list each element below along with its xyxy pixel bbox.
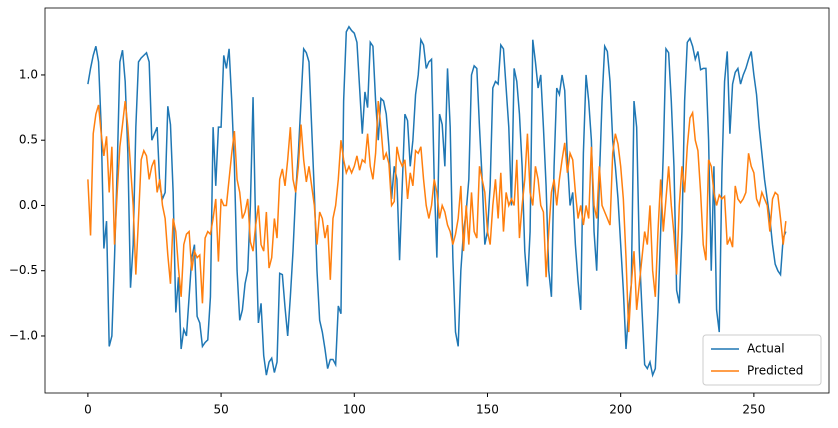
plot-frame bbox=[44, 7, 830, 394]
legend: Actual Predicted bbox=[702, 334, 822, 386]
y-tick-label: −1.0 bbox=[9, 328, 38, 342]
legend-label: Predicted bbox=[747, 364, 803, 378]
x-tick-label: 150 bbox=[476, 403, 499, 417]
y-tick-label: 0.0 bbox=[19, 198, 38, 212]
x-tick-label: 100 bbox=[343, 403, 366, 417]
x-tick-label: 200 bbox=[609, 403, 632, 417]
x-tick-label: 50 bbox=[213, 403, 228, 417]
series-line bbox=[87, 100, 787, 333]
y-tick-label: 1.0 bbox=[19, 67, 38, 81]
x-tick-label: 250 bbox=[742, 403, 765, 417]
series-line bbox=[87, 25, 787, 378]
x-tick-label: 0 bbox=[84, 403, 92, 417]
y-tick-label: 0.5 bbox=[19, 133, 38, 147]
legend-box bbox=[702, 334, 822, 386]
y-tick-label: −0.5 bbox=[9, 263, 38, 277]
legend-label: Actual bbox=[747, 342, 785, 356]
